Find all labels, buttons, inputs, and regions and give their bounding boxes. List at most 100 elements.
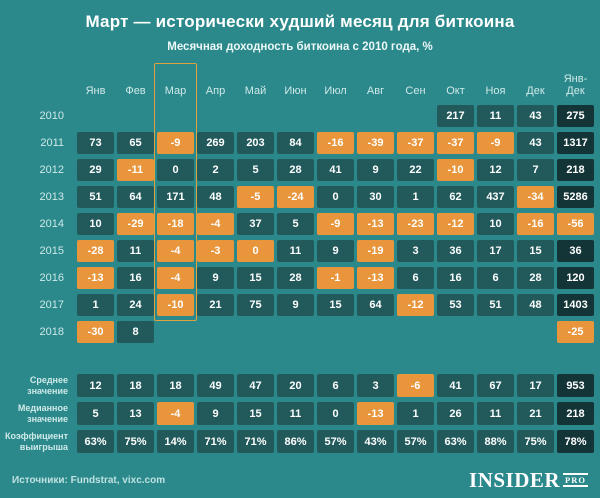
value-cell: 13 — [117, 402, 154, 425]
value-cell: 36 — [437, 240, 474, 262]
value-cell: 1317 — [557, 132, 594, 154]
value-cell: -1 — [317, 267, 354, 289]
value-cell: 3 — [397, 240, 434, 262]
value-cell: -37 — [397, 132, 434, 154]
value-cell: 6 — [317, 374, 354, 397]
subtitle: Месячная доходность биткоина с 2010 года… — [167, 41, 433, 53]
value-cell: 11 — [117, 240, 154, 262]
value-cell: 88% — [477, 430, 514, 453]
value-cell: -19 — [357, 240, 394, 262]
value-cell: 49 — [197, 374, 234, 397]
value-cell: 6 — [397, 267, 434, 289]
table-row: Коэффициент выигрыша 63% 75% 14% 71% 71% 86% 57… — [5, 430, 600, 453]
value-cell: 62 — [437, 186, 474, 208]
value-cell: 86% — [277, 430, 314, 453]
row-label: 2013 — [39, 191, 64, 203]
value-cell: -4 — [157, 240, 194, 262]
value-cell: 1 — [397, 186, 434, 208]
value-cell: 9 — [357, 159, 394, 181]
value-cell: 218 — [557, 159, 594, 181]
value-cell: -39 — [357, 132, 394, 154]
value-cell — [117, 105, 154, 127]
value-cell: 437 — [477, 186, 514, 208]
value-cell: 51 — [477, 294, 514, 316]
value-cell: 9 — [277, 294, 314, 316]
value-cell: -16 — [317, 132, 354, 154]
value-cell: 20 — [277, 374, 314, 397]
value-cell: 57% — [317, 430, 354, 453]
value-cell: 48 — [197, 186, 234, 208]
value-cell: 75% — [517, 430, 554, 453]
column-header: Июл — [324, 85, 347, 97]
value-cell: -5 — [237, 186, 274, 208]
value-cell: -9 — [477, 132, 514, 154]
column-header: Июн — [284, 85, 307, 97]
value-cell: 84 — [277, 132, 314, 154]
column-header: Дек — [526, 85, 545, 97]
value-cell: 28 — [277, 267, 314, 289]
value-cell: 0 — [317, 402, 354, 425]
value-cell: 11 — [277, 240, 314, 262]
table-row: 2016 -13 16 -4 9 15 28 -1 -13 6 16 6 28 120 — [6, 267, 600, 289]
value-cell: 22 — [397, 159, 434, 181]
column-header: Ноя — [485, 85, 506, 97]
value-cell — [77, 105, 114, 127]
value-cell: 15 — [317, 294, 354, 316]
value-cell — [397, 105, 434, 127]
value-cell: 3 — [357, 374, 394, 397]
value-cell: -29 — [117, 213, 154, 235]
value-cell: -4 — [157, 267, 194, 289]
column-header: Янв — [85, 85, 106, 97]
value-cell: -4 — [197, 213, 234, 235]
value-cell: 43 — [517, 105, 554, 127]
value-cell — [277, 321, 314, 343]
value-cell: 11 — [477, 402, 514, 425]
value-cell: 8 — [117, 321, 154, 343]
value-cell: 30 — [357, 186, 394, 208]
value-cell — [277, 105, 314, 127]
column-header: Янв-Дек — [563, 73, 588, 97]
value-cell: -23 — [397, 213, 434, 235]
column-header: Фев — [125, 85, 146, 97]
row-label: Медианное значение — [17, 403, 68, 424]
value-cell: 12 — [77, 374, 114, 397]
value-cell: 9 — [197, 402, 234, 425]
value-cell: 269 — [197, 132, 234, 154]
row-label: 2015 — [39, 245, 64, 257]
value-cell: -34 — [517, 186, 554, 208]
value-cell: 16 — [437, 267, 474, 289]
value-cell: -13 — [357, 267, 394, 289]
value-cell: -3 — [197, 240, 234, 262]
row-label: 2016 — [39, 272, 64, 284]
value-cell: 65 — [117, 132, 154, 154]
value-cell: 2 — [197, 159, 234, 181]
table-row: 2012 29 -11 0 2 5 28 41 9 22 -10 12 7 218 — [6, 159, 600, 181]
value-cell: 10 — [477, 213, 514, 235]
value-cell: 17 — [477, 240, 514, 262]
row-label: Среднее значение — [27, 375, 68, 396]
value-cell — [517, 321, 554, 343]
row-label: 2014 — [39, 218, 64, 230]
value-cell: 21 — [197, 294, 234, 316]
value-cell: -28 — [77, 240, 114, 262]
value-cell: -37 — [437, 132, 474, 154]
value-cell: 11 — [477, 105, 514, 127]
value-cell: 71% — [197, 430, 234, 453]
value-cell: 1 — [397, 402, 434, 425]
value-cell: 120 — [557, 267, 594, 289]
table-row: 2010 217 11 43 275 — [6, 105, 600, 127]
value-cell: 9 — [197, 267, 234, 289]
value-cell: 0 — [237, 240, 274, 262]
value-cell: 75 — [237, 294, 274, 316]
value-cell: 16 — [117, 267, 154, 289]
value-cell — [357, 105, 394, 127]
value-cell: -56 — [557, 213, 594, 235]
value-cell: 64 — [117, 186, 154, 208]
value-cell: 53 — [437, 294, 474, 316]
value-cell: 5 — [237, 159, 274, 181]
summary-gap — [6, 348, 600, 374]
value-cell: 63% — [77, 430, 114, 453]
table-row: 2013 51 64 171 48 -5 -24 0 30 1 62 437 -34 5286 — [6, 186, 600, 208]
value-cell: -12 — [397, 294, 434, 316]
